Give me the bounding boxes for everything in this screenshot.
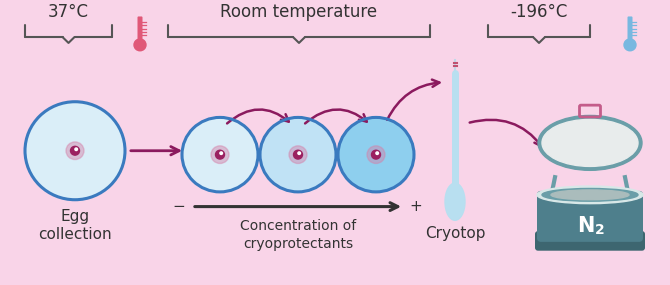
Circle shape	[298, 152, 301, 154]
Circle shape	[25, 102, 125, 200]
Text: 2: 2	[595, 223, 605, 237]
FancyBboxPatch shape	[137, 17, 143, 40]
Ellipse shape	[542, 119, 638, 166]
Text: Room temperature: Room temperature	[220, 3, 378, 21]
Text: −: −	[172, 199, 185, 214]
Text: Concentration of
cryoprotectants: Concentration of cryoprotectants	[240, 219, 356, 251]
FancyBboxPatch shape	[628, 17, 632, 40]
Circle shape	[260, 117, 336, 192]
Ellipse shape	[542, 188, 638, 201]
Circle shape	[367, 146, 385, 164]
FancyBboxPatch shape	[537, 191, 643, 242]
Circle shape	[134, 39, 146, 51]
Circle shape	[371, 150, 381, 159]
Circle shape	[216, 150, 224, 159]
Circle shape	[75, 148, 78, 150]
Text: N: N	[578, 216, 595, 236]
Ellipse shape	[538, 115, 642, 170]
Ellipse shape	[551, 190, 629, 200]
Circle shape	[289, 146, 307, 164]
Circle shape	[376, 152, 379, 154]
Text: -196°C: -196°C	[511, 3, 567, 21]
Circle shape	[66, 142, 84, 160]
Ellipse shape	[445, 183, 465, 220]
FancyBboxPatch shape	[535, 231, 645, 251]
Circle shape	[338, 117, 414, 192]
Circle shape	[293, 150, 302, 159]
Text: +: +	[409, 199, 421, 214]
Circle shape	[70, 146, 80, 155]
Ellipse shape	[537, 186, 643, 204]
Circle shape	[624, 39, 636, 51]
Text: Cryotop: Cryotop	[425, 226, 485, 241]
Circle shape	[220, 152, 222, 154]
Circle shape	[211, 146, 229, 164]
Circle shape	[182, 117, 258, 192]
Text: Egg
collection: Egg collection	[38, 209, 112, 242]
Text: 37°C: 37°C	[48, 3, 88, 21]
